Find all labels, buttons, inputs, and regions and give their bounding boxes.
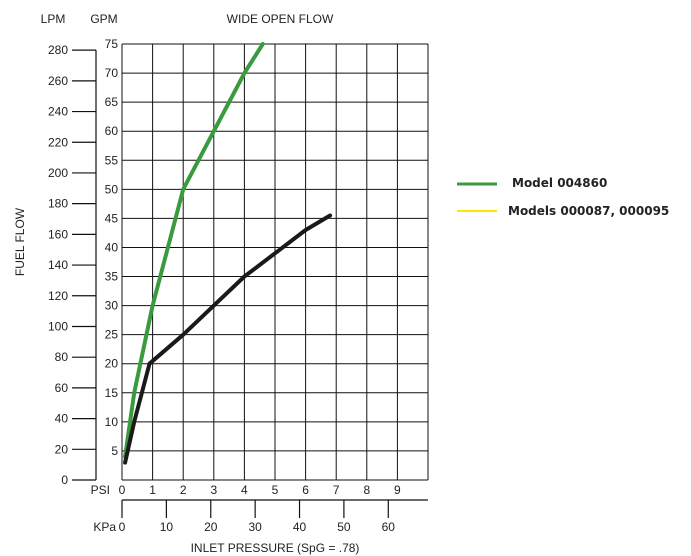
lpm-tick-label: 120 bbox=[48, 289, 68, 303]
gpm-tick-label: 70 bbox=[105, 66, 119, 80]
kpa-tick-label: 20 bbox=[204, 520, 218, 534]
gpm-tick-label: 25 bbox=[105, 328, 119, 342]
kpa-axis-unit: KPa bbox=[93, 520, 116, 534]
kpa-tick-label: 40 bbox=[293, 520, 307, 534]
lpm-tick-label: 180 bbox=[48, 197, 68, 211]
gpm-tick-label: 50 bbox=[105, 182, 119, 196]
gpm-tick-label: 20 bbox=[105, 357, 119, 371]
kpa-tick-label: 0 bbox=[119, 520, 126, 534]
kpa-tick-label: 50 bbox=[337, 520, 351, 534]
lpm-tick-label: 260 bbox=[48, 74, 68, 88]
plot-grid bbox=[121, 43, 429, 481]
psi-tick-label: 9 bbox=[394, 483, 401, 497]
lpm-tick-label: 0 bbox=[61, 473, 68, 487]
series-layer bbox=[123, 42, 333, 465]
psi-axis-unit: PSI bbox=[91, 483, 110, 497]
psi-tick-label: 5 bbox=[272, 483, 279, 497]
psi-tick-label: 7 bbox=[333, 483, 340, 497]
legend-label-models-000087-000095: Models 000087, 000095 bbox=[508, 204, 669, 218]
lpm-tick-label: 20 bbox=[55, 442, 69, 456]
lpm-tick-label: 240 bbox=[48, 105, 68, 119]
psi-tick-label: 3 bbox=[210, 483, 217, 497]
series-line-2 bbox=[123, 213, 333, 465]
lpm-tick-label: 280 bbox=[48, 43, 68, 57]
psi-tick-label: 8 bbox=[363, 483, 370, 497]
gpm-tick-label: 35 bbox=[105, 270, 119, 284]
legend: Model 004860 Models 000087, 000095 bbox=[457, 176, 669, 218]
lpm-tick-label: 100 bbox=[48, 319, 68, 333]
axes: 5101520253035404550556065707502040608010… bbox=[48, 37, 428, 534]
x-axis-title: INLET PRESSURE (SpG = .78) bbox=[191, 541, 360, 555]
lpm-tick-label: 80 bbox=[55, 350, 69, 364]
lpm-tick-label: 220 bbox=[48, 135, 68, 149]
lpm-axis-unit: LPM bbox=[41, 12, 66, 26]
kpa-tick-label: 30 bbox=[248, 520, 262, 534]
lpm-tick-label: 60 bbox=[55, 381, 69, 395]
lpm-tick-label: 200 bbox=[48, 166, 68, 180]
chart-title: WIDE OPEN FLOW bbox=[227, 12, 334, 26]
legend-label-model-004860: Model 004860 bbox=[512, 176, 607, 190]
gpm-tick-label: 65 bbox=[105, 95, 119, 109]
kpa-tick-label: 60 bbox=[382, 520, 396, 534]
gpm-tick-label: 55 bbox=[105, 153, 119, 167]
kpa-tick-label: 10 bbox=[160, 520, 174, 534]
gpm-tick-label: 10 bbox=[105, 415, 119, 429]
psi-tick-label: 2 bbox=[180, 483, 187, 497]
gpm-tick-label: 30 bbox=[105, 299, 119, 313]
psi-tick-label: 1 bbox=[149, 483, 156, 497]
psi-tick-label: 0 bbox=[119, 483, 126, 497]
psi-tick-label: 6 bbox=[302, 483, 309, 497]
gpm-tick-label: 15 bbox=[105, 386, 119, 400]
psi-tick-label: 4 bbox=[241, 483, 248, 497]
lpm-tick-label: 160 bbox=[48, 227, 68, 241]
lpm-tick-label: 140 bbox=[48, 258, 68, 272]
gpm-tick-label: 75 bbox=[105, 37, 119, 51]
gpm-tick-label: 40 bbox=[105, 240, 119, 254]
series-line-0 bbox=[123, 42, 265, 459]
gpm-tick-label: 60 bbox=[105, 124, 119, 138]
lpm-tick-label: 40 bbox=[55, 412, 69, 426]
gpm-axis-unit: GPM bbox=[90, 12, 117, 26]
gpm-tick-label: 5 bbox=[111, 444, 118, 458]
gpm-tick-label: 45 bbox=[105, 211, 119, 225]
y-axis-title: FUEL FLOW bbox=[13, 207, 27, 276]
